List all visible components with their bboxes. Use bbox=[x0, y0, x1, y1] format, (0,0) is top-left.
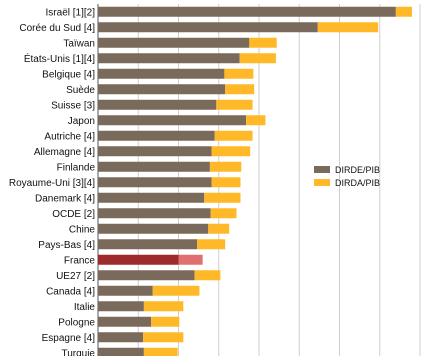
category-label: Finlande bbox=[57, 162, 96, 173]
bar-dirde bbox=[98, 332, 144, 343]
bar-dirda bbox=[211, 146, 251, 157]
bar-dirde bbox=[98, 270, 195, 281]
category-label: Espagne [4] bbox=[42, 333, 96, 344]
category-label: Japon bbox=[68, 116, 95, 127]
category-label: Allemagne [4] bbox=[34, 147, 95, 158]
bar-dirda bbox=[152, 285, 200, 296]
bar-dirda bbox=[208, 223, 230, 234]
category-label: France bbox=[64, 255, 96, 266]
bar-dirda bbox=[143, 347, 178, 356]
category-label: Chine bbox=[69, 224, 96, 235]
bar-dirde bbox=[98, 208, 211, 219]
category-label: Autriche [4] bbox=[44, 131, 95, 142]
category-label: Canada [4] bbox=[46, 286, 95, 297]
bar-dirda bbox=[210, 208, 237, 219]
bar-dirde bbox=[98, 347, 144, 356]
legend-swatch bbox=[314, 179, 330, 186]
bar-dirda bbox=[246, 115, 266, 126]
bar-dirde bbox=[98, 316, 152, 327]
legend-label: DIRDA/PIB bbox=[335, 178, 380, 188]
category-label: Pays-Bas [4] bbox=[38, 240, 95, 251]
bar-dirda bbox=[225, 84, 255, 95]
bar-dirde bbox=[98, 301, 144, 312]
category-label: Corée du Sud [4] bbox=[19, 23, 95, 34]
category-label: Turquie bbox=[61, 348, 95, 356]
bar-dirde bbox=[98, 285, 153, 296]
bar-dirde bbox=[98, 177, 212, 188]
bar-dirde bbox=[98, 99, 217, 110]
bar-dirda bbox=[239, 53, 276, 64]
bar-dirda bbox=[151, 316, 180, 327]
category-label: OCDE [2] bbox=[52, 209, 95, 220]
bar-dirde bbox=[98, 223, 209, 234]
bar-dirde bbox=[98, 37, 250, 48]
bar-dirda bbox=[209, 161, 242, 172]
bar-dirda bbox=[197, 239, 226, 250]
bar-dirde bbox=[98, 146, 212, 157]
bar-dirda bbox=[143, 332, 184, 343]
category-label: Israël [1][2] bbox=[46, 7, 96, 18]
bar-dirde bbox=[98, 130, 215, 141]
bar-dirda bbox=[194, 270, 221, 281]
category-label: Italie bbox=[74, 302, 96, 313]
category-label: États-Unis [1][4] bbox=[24, 52, 95, 65]
category-label: Royaume-Uni [3][4] bbox=[9, 178, 95, 189]
bar-dirde bbox=[98, 22, 318, 33]
bar-dirda bbox=[317, 22, 379, 33]
bar-dirde bbox=[98, 161, 210, 172]
bar-dirde bbox=[98, 254, 179, 265]
category-label: Suède bbox=[66, 85, 95, 96]
bar-dirde bbox=[98, 53, 240, 64]
category-label: Danemark [4] bbox=[35, 193, 95, 204]
bar-dirda bbox=[211, 177, 241, 188]
category-label: Pologne bbox=[58, 317, 95, 328]
bar-dirde bbox=[98, 68, 225, 79]
bar-dirde bbox=[98, 239, 198, 250]
legend-swatch bbox=[314, 166, 330, 173]
bar-dirde bbox=[98, 6, 396, 17]
bar-dirde bbox=[98, 84, 226, 95]
bar-dirda bbox=[214, 130, 253, 141]
category-label: Suisse [3] bbox=[51, 100, 95, 111]
bar-dirde bbox=[98, 115, 247, 126]
legend-label: DIRDE/PIB bbox=[335, 165, 380, 175]
bar-dirda bbox=[224, 68, 254, 79]
bar-dirda bbox=[216, 99, 253, 110]
bar-dirda bbox=[143, 301, 184, 312]
category-label: Belgique [4] bbox=[42, 69, 95, 80]
bar-dirda bbox=[395, 6, 412, 17]
bar-dirda bbox=[178, 254, 203, 265]
bar-dirde bbox=[98, 192, 205, 203]
bar-dirda bbox=[204, 192, 241, 203]
category-label: UE27 [2] bbox=[56, 271, 95, 282]
category-label: Taïwan bbox=[63, 38, 95, 49]
bar-dirda bbox=[249, 37, 277, 48]
